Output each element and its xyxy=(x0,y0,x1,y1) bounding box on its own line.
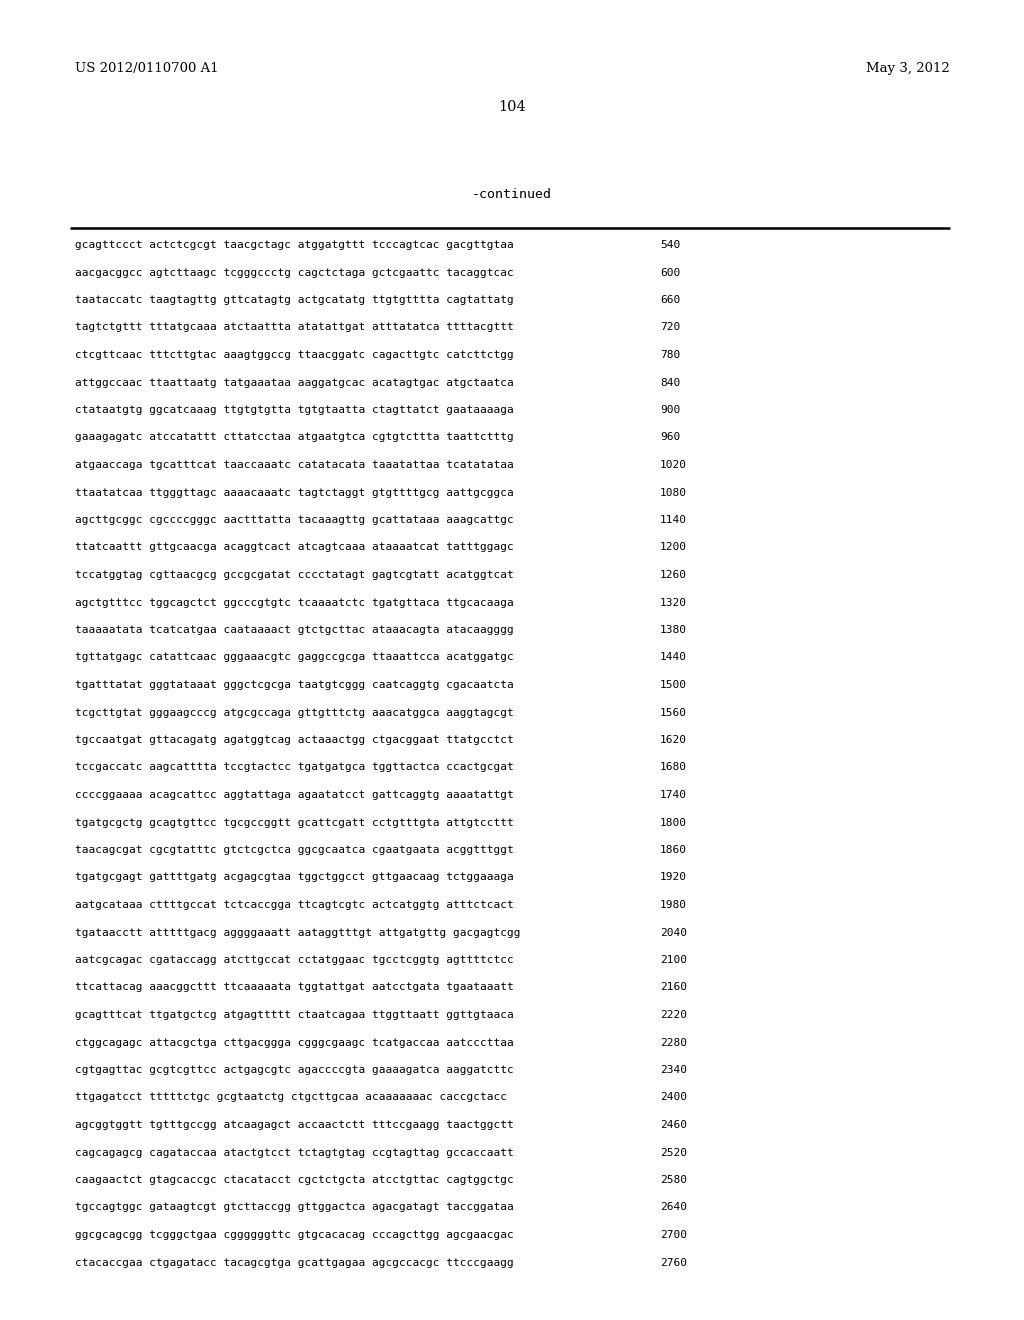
Text: tagtctgttt tttatgcaaa atctaattta atatattgat atttatatca ttttacgttt: tagtctgttt tttatgcaaa atctaattta atatatt… xyxy=(75,322,514,333)
Text: 1140: 1140 xyxy=(660,515,687,525)
Text: tgatgcgctg gcagtgttcc tgcgccggtt gcattcgatt cctgtttgta attgtccttt: tgatgcgctg gcagtgttcc tgcgccggtt gcattcg… xyxy=(75,817,514,828)
Text: 2100: 2100 xyxy=(660,954,687,965)
Text: 540: 540 xyxy=(660,240,680,249)
Text: 1920: 1920 xyxy=(660,873,687,883)
Text: taaaaatata tcatcatgaa caataaaact gtctgcttac ataaacagta atacaagggg: taaaaatata tcatcatgaa caataaaact gtctgct… xyxy=(75,624,514,635)
Text: 1560: 1560 xyxy=(660,708,687,718)
Text: 1980: 1980 xyxy=(660,900,687,909)
Text: 1380: 1380 xyxy=(660,624,687,635)
Text: tgataacctt atttttgacg aggggaaatt aataggtttgt attgatgttg gacgagtcgg: tgataacctt atttttgacg aggggaaatt aataggt… xyxy=(75,928,520,937)
Text: atgaaccaga tgcatttcat taaccaaatc catatacata taaatattaa tcatatataa: atgaaccaga tgcatttcat taaccaaatc catatac… xyxy=(75,459,514,470)
Text: 2520: 2520 xyxy=(660,1147,687,1158)
Text: cgtgagttac gcgtcgttcc actgagcgtc agaccccgta gaaaagatca aaggatcttc: cgtgagttac gcgtcgttcc actgagcgtc agacccc… xyxy=(75,1065,514,1074)
Text: 600: 600 xyxy=(660,268,680,277)
Text: agcggtggtt tgtttgccgg atcaagagct accaactctt tttccgaagg taactggctt: agcggtggtt tgtttgccgg atcaagagct accaact… xyxy=(75,1119,514,1130)
Text: gcagttccct actctcgcgt taacgctagc atggatgttt tcccagtcac gacgttgtaa: gcagttccct actctcgcgt taacgctagc atggatg… xyxy=(75,240,514,249)
Text: tccgaccatc aagcatttta tccgtactcc tgatgatgca tggttactca ccactgcgat: tccgaccatc aagcatttta tccgtactcc tgatgat… xyxy=(75,763,514,772)
Text: agcttgcggc cgccccgggc aactttatta tacaaagttg gcattataaa aaagcattgc: agcttgcggc cgccccgggc aactttatta tacaaag… xyxy=(75,515,514,525)
Text: 1680: 1680 xyxy=(660,763,687,772)
Text: ctggcagagc attacgctga cttgacggga cgggcgaagc tcatgaccaa aatcccttaa: ctggcagagc attacgctga cttgacggga cgggcga… xyxy=(75,1038,514,1048)
Text: 2160: 2160 xyxy=(660,982,687,993)
Text: ttcattacag aaacggcttt ttcaaaaata tggtattgat aatcctgata tgaataaatt: ttcattacag aaacggcttt ttcaaaaata tggtatt… xyxy=(75,982,514,993)
Text: gaaagagatc atccatattt cttatcctaa atgaatgtca cgtgtcttta taattctttg: gaaagagatc atccatattt cttatcctaa atgaatg… xyxy=(75,433,514,442)
Text: 1260: 1260 xyxy=(660,570,687,579)
Text: tgatgcgagt gattttgatg acgagcgtaa tggctggcct gttgaacaag tctggaaaga: tgatgcgagt gattttgatg acgagcgtaa tggctgg… xyxy=(75,873,514,883)
Text: agctgtttcc tggcagctct ggcccgtgtc tcaaaatctc tgatgttaca ttgcacaaga: agctgtttcc tggcagctct ggcccgtgtc tcaaaat… xyxy=(75,598,514,607)
Text: US 2012/0110700 A1: US 2012/0110700 A1 xyxy=(75,62,219,75)
Text: 2760: 2760 xyxy=(660,1258,687,1267)
Text: 2340: 2340 xyxy=(660,1065,687,1074)
Text: ttgagatcct tttttctgc gcgtaatctg ctgcttgcaa acaaaaaaac caccgctacc: ttgagatcct tttttctgc gcgtaatctg ctgcttgc… xyxy=(75,1093,507,1102)
Text: cagcagagcg cagataccaa atactgtcct tctagtgtag ccgtagttag gccaccaatt: cagcagagcg cagataccaa atactgtcct tctagtg… xyxy=(75,1147,514,1158)
Text: 900: 900 xyxy=(660,405,680,414)
Text: ggcgcagcgg tcgggctgaa cggggggttc gtgcacacag cccagcttgg agcgaacgac: ggcgcagcgg tcgggctgaa cggggggttc gtgcaca… xyxy=(75,1230,514,1239)
Text: 960: 960 xyxy=(660,433,680,442)
Text: ctcgttcaac tttcttgtac aaagtggccg ttaacggatc cagacttgtc catcttctgg: ctcgttcaac tttcttgtac aaagtggccg ttaacgg… xyxy=(75,350,514,360)
Text: 1080: 1080 xyxy=(660,487,687,498)
Text: tgccaatgat gttacagatg agatggtcag actaaactgg ctgacggaat ttatgcctct: tgccaatgat gttacagatg agatggtcag actaaac… xyxy=(75,735,514,744)
Text: gcagtttcat ttgatgctcg atgagttttt ctaatcagaa ttggttaatt ggttgtaaca: gcagtttcat ttgatgctcg atgagttttt ctaatca… xyxy=(75,1010,514,1020)
Text: ttatcaattt gttgcaacga acaggtcact atcagtcaaa ataaaatcat tatttggagc: ttatcaattt gttgcaacga acaggtcact atcagtc… xyxy=(75,543,514,553)
Text: ctacaccgaa ctgagatacc tacagcgtga gcattgagaa agcgccacgc ttcccgaagg: ctacaccgaa ctgagatacc tacagcgtga gcattga… xyxy=(75,1258,514,1267)
Text: 1800: 1800 xyxy=(660,817,687,828)
Text: 840: 840 xyxy=(660,378,680,388)
Text: ttaatatcaa ttgggttagc aaaacaaatc tagtctaggt gtgttttgcg aattgcggca: ttaatatcaa ttgggttagc aaaacaaatc tagtcta… xyxy=(75,487,514,498)
Text: 780: 780 xyxy=(660,350,680,360)
Text: 2460: 2460 xyxy=(660,1119,687,1130)
Text: 2400: 2400 xyxy=(660,1093,687,1102)
Text: 2280: 2280 xyxy=(660,1038,687,1048)
Text: 660: 660 xyxy=(660,294,680,305)
Text: tgatttatat gggtataaat gggctcgcga taatgtcggg caatcaggtg cgacaatcta: tgatttatat gggtataaat gggctcgcga taatgtc… xyxy=(75,680,514,690)
Text: ctataatgtg ggcatcaaag ttgtgtgtta tgtgtaatta ctagttatct gaataaaaga: ctataatgtg ggcatcaaag ttgtgtgtta tgtgtaa… xyxy=(75,405,514,414)
Text: May 3, 2012: May 3, 2012 xyxy=(866,62,950,75)
Text: caagaactct gtagcaccgc ctacatacct cgctctgcta atcctgttac cagtggctgc: caagaactct gtagcaccgc ctacatacct cgctctg… xyxy=(75,1175,514,1185)
Text: aacgacggcc agtcttaagc tcgggccctg cagctctaga gctcgaattc tacaggtcac: aacgacggcc agtcttaagc tcgggccctg cagctct… xyxy=(75,268,514,277)
Text: aatcgcagac cgataccagg atcttgccat cctatggaac tgcctcggtg agttttctcc: aatcgcagac cgataccagg atcttgccat cctatgg… xyxy=(75,954,514,965)
Text: 1860: 1860 xyxy=(660,845,687,855)
Text: tccatggtag cgttaacgcg gccgcgatat cccctatagt gagtcgtatt acatggtcat: tccatggtag cgttaacgcg gccgcgatat cccctat… xyxy=(75,570,514,579)
Text: 1200: 1200 xyxy=(660,543,687,553)
Text: taataccatc taagtagttg gttcatagtg actgcatatg ttgtgtttta cagtattatg: taataccatc taagtagttg gttcatagtg actgcat… xyxy=(75,294,514,305)
Text: aatgcataaa cttttgccat tctcaccgga ttcagtcgtc actcatggtg atttctcact: aatgcataaa cttttgccat tctcaccgga ttcagtc… xyxy=(75,900,514,909)
Text: 720: 720 xyxy=(660,322,680,333)
Text: 2640: 2640 xyxy=(660,1203,687,1213)
Text: 1740: 1740 xyxy=(660,789,687,800)
Text: ccccggaaaa acagcattcc aggtattaga agaatatcct gattcaggtg aaaatattgt: ccccggaaaa acagcattcc aggtattaga agaatat… xyxy=(75,789,514,800)
Text: 2580: 2580 xyxy=(660,1175,687,1185)
Text: 1320: 1320 xyxy=(660,598,687,607)
Text: attggccaac ttaattaatg tatgaaataa aaggatgcac acatagtgac atgctaatca: attggccaac ttaattaatg tatgaaataa aaggatg… xyxy=(75,378,514,388)
Text: -continued: -continued xyxy=(472,187,552,201)
Text: tgccagtggc gataagtcgt gtcttaccgg gttggactca agacgatagt taccggataa: tgccagtggc gataagtcgt gtcttaccgg gttggac… xyxy=(75,1203,514,1213)
Text: tcgcttgtat gggaagcccg atgcgccaga gttgtttctg aaacatggca aaggtagcgt: tcgcttgtat gggaagcccg atgcgccaga gttgttt… xyxy=(75,708,514,718)
Text: 2700: 2700 xyxy=(660,1230,687,1239)
Text: 2040: 2040 xyxy=(660,928,687,937)
Text: 1500: 1500 xyxy=(660,680,687,690)
Text: tgttatgagc catattcaac gggaaacgtc gaggccgcga ttaaattcca acatggatgc: tgttatgagc catattcaac gggaaacgtc gaggccg… xyxy=(75,652,514,663)
Text: 1620: 1620 xyxy=(660,735,687,744)
Text: 2220: 2220 xyxy=(660,1010,687,1020)
Text: 104: 104 xyxy=(498,100,526,114)
Text: 1440: 1440 xyxy=(660,652,687,663)
Text: taacagcgat cgcgtatttc gtctcgctca ggcgcaatca cgaatgaata acggtttggt: taacagcgat cgcgtatttc gtctcgctca ggcgcaa… xyxy=(75,845,514,855)
Text: 1020: 1020 xyxy=(660,459,687,470)
